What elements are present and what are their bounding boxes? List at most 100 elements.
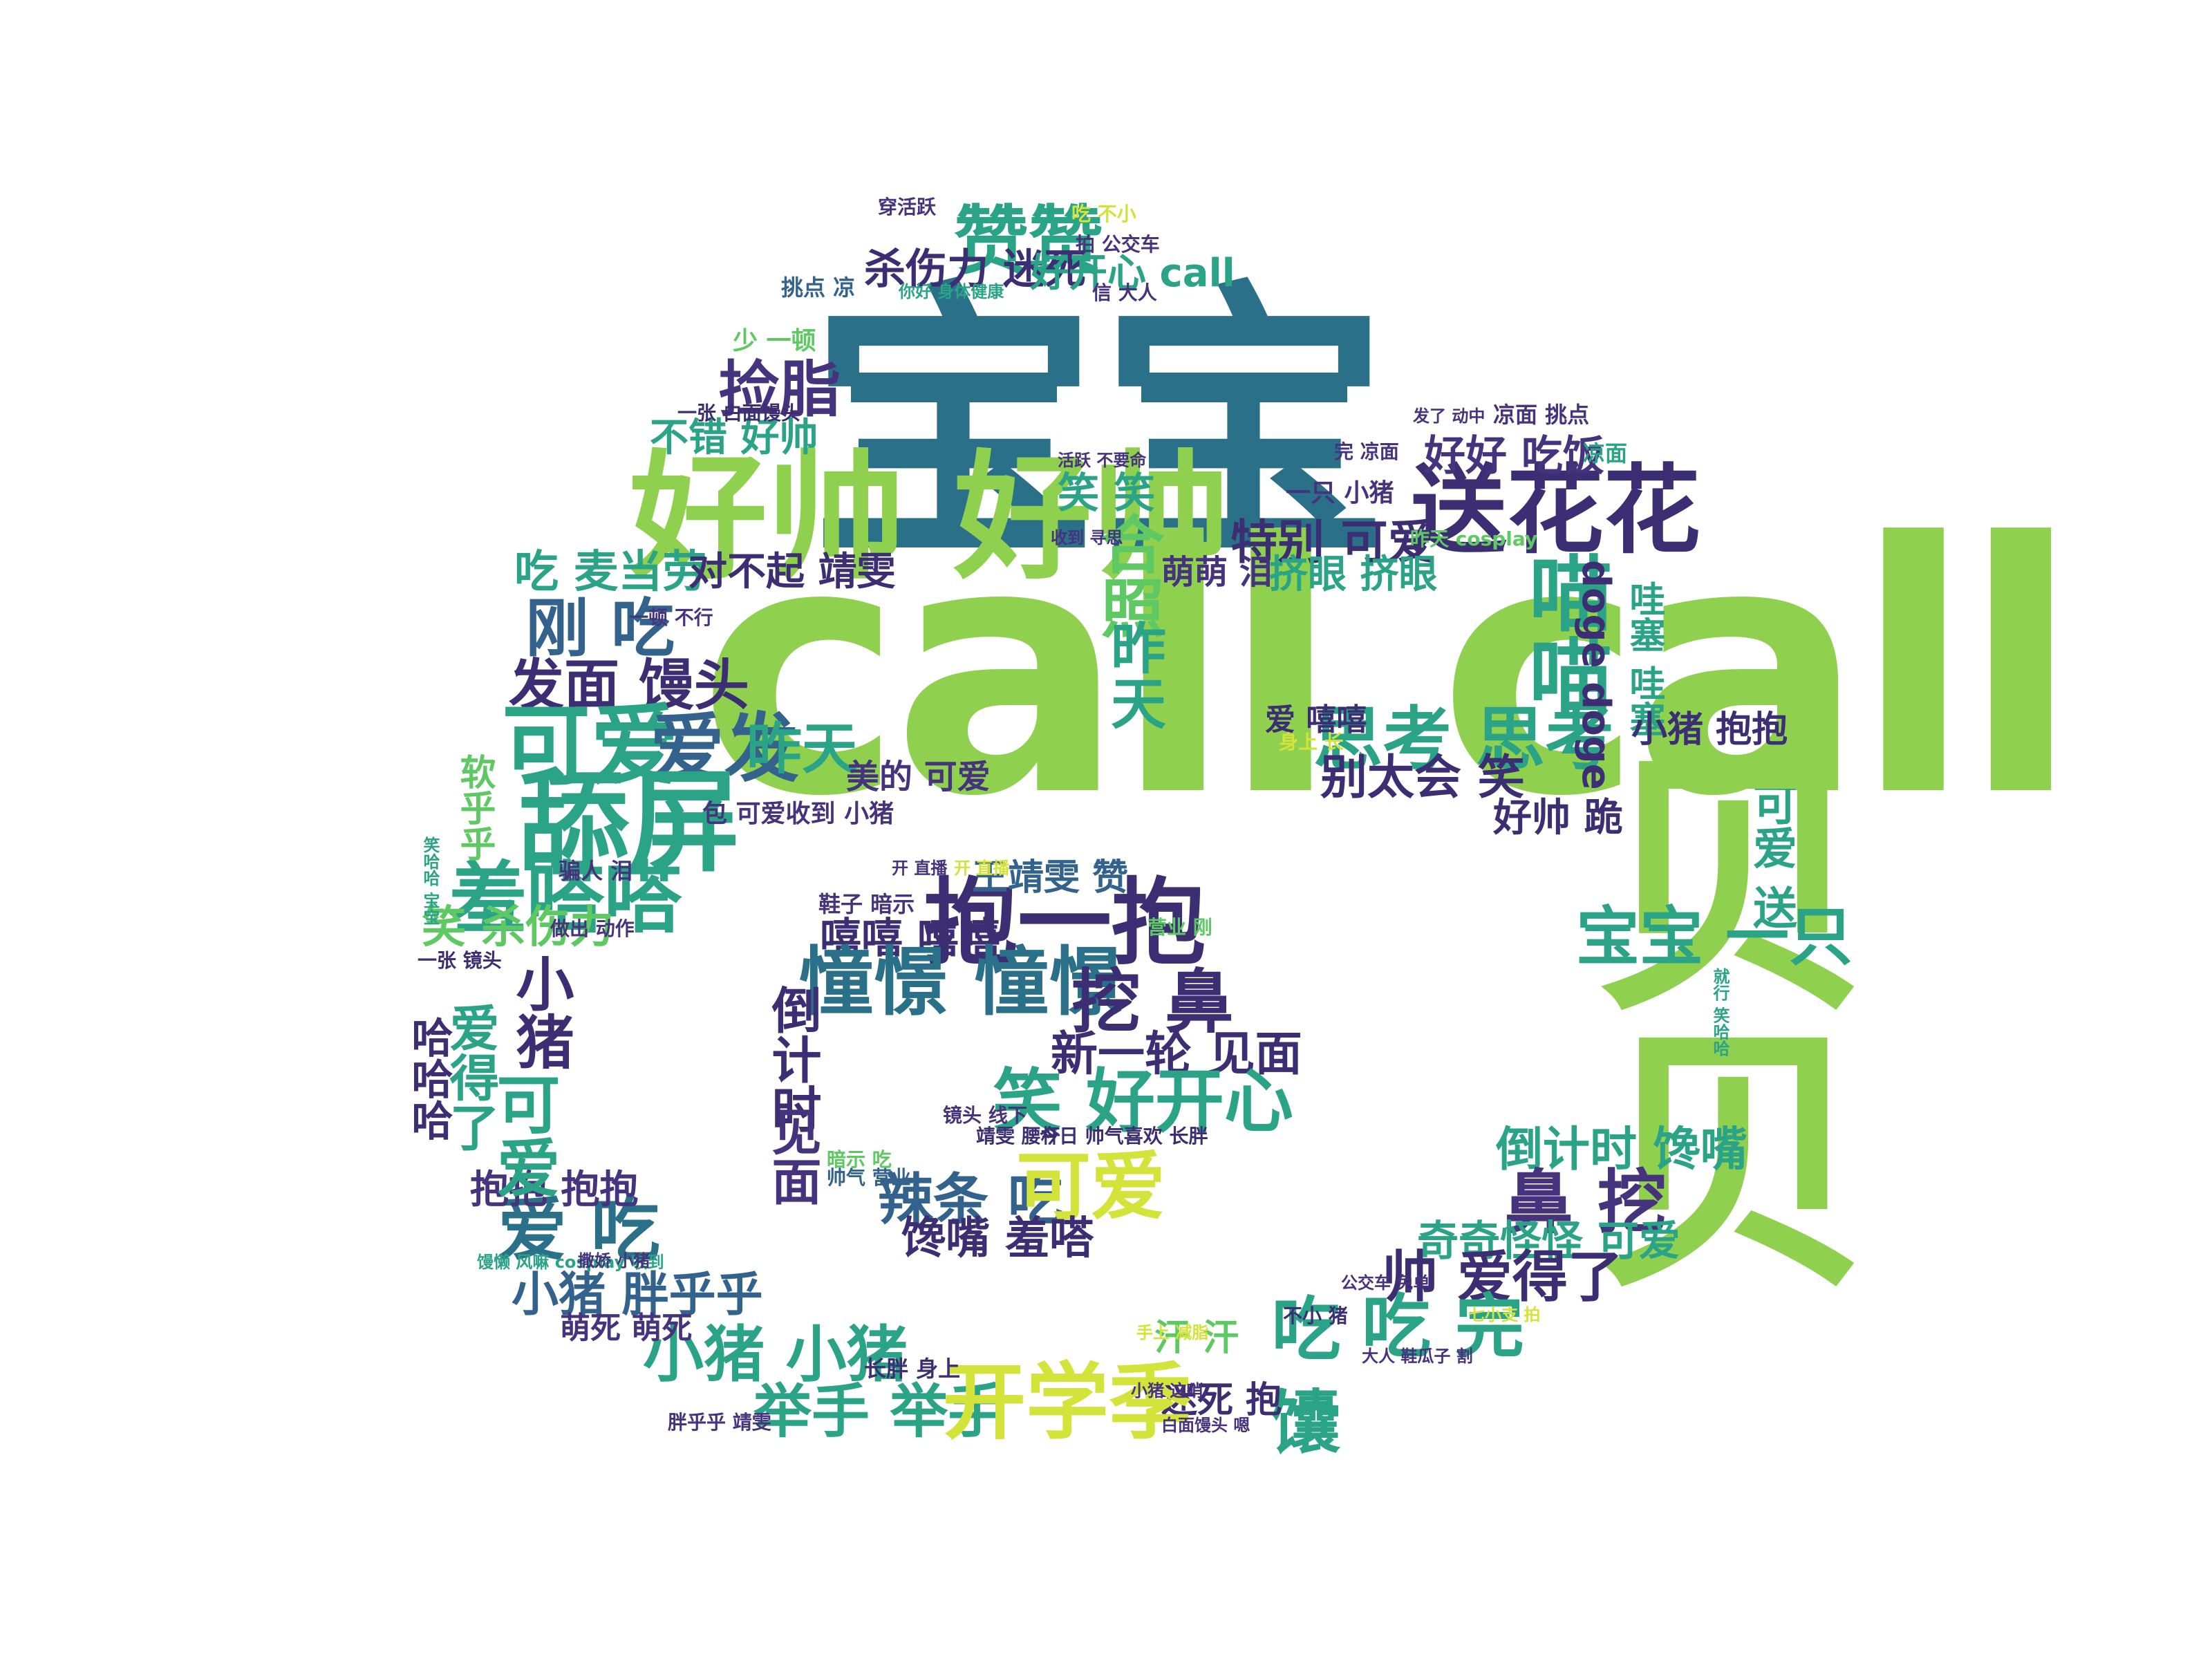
cloud-word: 挑点 凉 (781, 274, 856, 301)
cloud-word: 好好 吃饭 (1424, 432, 1604, 480)
cloud-word: 帅气 营业 (827, 1166, 911, 1189)
cloud-word: 哇塞 哇塞 (1623, 581, 1665, 738)
cloud-word: 笑 好开心 (993, 1061, 1293, 1142)
cloud-word: 发面 馒头 (509, 653, 749, 718)
cloud-word: 爱 嘻嘻 (1265, 702, 1367, 738)
cloud-word: 迷死 抱 (1161, 1380, 1282, 1421)
cloud-word: 少 一顿 (733, 327, 816, 355)
cloud-word: 可爱 (502, 695, 679, 798)
cloud-word: 小猪 (507, 954, 574, 1070)
cloud-word: 营业 刚 (1147, 916, 1212, 939)
cloud-word: 暗示 吃 (827, 1148, 892, 1171)
cloud-word: 一只 小猪 (1286, 479, 1394, 507)
cloud-word: 挖 鼻 (1071, 962, 1234, 1042)
cloud-word: 好帅 好帅 (629, 438, 1230, 599)
cloud-word: 手上 减脂 (1136, 1323, 1209, 1342)
cloud-word: 杀伤力 迷死 (864, 245, 1086, 294)
cloud-word: 开 直播 (892, 859, 948, 878)
cloud-word: 辣条 吃 (878, 1168, 1063, 1232)
cloud-word: 爱 吃 (498, 1190, 660, 1271)
cloud-word: 胖乎乎 靖雯 (668, 1411, 771, 1434)
cloud-word: 合照 (1090, 512, 1164, 639)
cloud-word: 今日 帅气喜欢 长胖 (1040, 1125, 1208, 1147)
cloud-word: 凉面 (1583, 440, 1628, 467)
cloud-word: 笑 笑 (1058, 469, 1155, 518)
cloud-word: 馒懒 风嘛 cosplay 收到 (477, 1253, 664, 1272)
cloud-word: 昨天 (1102, 619, 1166, 730)
cloud-word: 开 直播 (954, 859, 1010, 878)
cloud-word: 好开心 call (1030, 251, 1235, 296)
cloud-word: 萌萌 泪 (1161, 553, 1273, 592)
cloud-word: 小猪 抱抱 (1631, 709, 1788, 751)
cloud-word: 举手 举手 (753, 1378, 1006, 1445)
cloud-word: 撒娇 小猪 (578, 1251, 650, 1271)
cloud-word: 捡脂 (719, 354, 841, 425)
cloud-word: 昨天 cosplay (1410, 527, 1538, 550)
cloud-word: 白面馒头 嗯 (1161, 1416, 1250, 1435)
cloud-word: 开学季 (943, 1355, 1192, 1451)
cloud-word: 不小 猪 (1283, 1304, 1348, 1327)
cloud-word: 哈哈哈 (404, 1016, 453, 1141)
cloud-word: 可爱 送 (1745, 781, 1797, 930)
cloud-word: 镜头 线下 (943, 1104, 1027, 1127)
cloud-word: 软乎乎 (453, 753, 495, 861)
cloud-word: 小猪 小猪 (643, 1319, 908, 1390)
cloud-word: 憧憬 憧憬 (799, 939, 1124, 1026)
cloud-word: 昨天 (747, 717, 857, 781)
cloud-word: 拍 公交车 (1076, 233, 1160, 256)
cloud-word: 奇奇怪怪 可爱 (1417, 1217, 1680, 1266)
cloud-word: 七小支 拍 (1468, 1305, 1541, 1324)
cloud-word: 特别 可爱 (1230, 516, 1435, 570)
cloud-word: 鼻 挖 (1504, 1162, 1667, 1243)
cloud-word: 一张 镜头 (418, 949, 502, 972)
cloud-word: 馋嘴 羞嗒 (901, 1213, 1094, 1264)
cloud-word: 小猪 胖乎乎 (512, 1268, 763, 1322)
cloud-word: 爱发 (650, 706, 800, 792)
cloud-word: 骗人 泪 (559, 858, 633, 884)
cloud-word: 大人 鞋瓜子 割 (1362, 1347, 1473, 1366)
cloud-word: 嘻嘻 嘻嘻 (820, 915, 1000, 963)
cloud-word: 挤眼 挤眼 (1269, 552, 1438, 597)
cloud-word: 吃 完 (1362, 1286, 1524, 1367)
cloud-word: doge doge (1573, 560, 1618, 790)
cloud-word: 宝宝 (809, 259, 1389, 597)
cloud-word: 就行 笑哈哈 (1710, 968, 1730, 1057)
cloud-word: 吃 馕 (1259, 1293, 1340, 1455)
cloud-word: 小猪 这哨 (1131, 1381, 1203, 1400)
cloud-word: 别太会 笑 (1320, 751, 1525, 805)
cloud-word: 不错 好帅 (650, 415, 818, 460)
cloud-word: 可爱 (1016, 1144, 1166, 1230)
cloud-word: 爱得了 (441, 1002, 499, 1152)
cloud-word: 新一轮 见面 (1051, 1027, 1302, 1082)
cloud-word: 一顿 不行 (629, 606, 713, 629)
cloud-word: 发了 动中 (1413, 406, 1485, 426)
cloud-word: 羞嗒嗒 (449, 854, 682, 944)
cloud-word: 活跃 不要命 (1058, 451, 1147, 470)
cloud-word: 收到 寻思 (1051, 528, 1123, 547)
cloud-word: 抱抱 抱抱 (470, 1168, 639, 1212)
cloud-word: 好帅 跪 (1493, 796, 1623, 841)
cloud-word: 见面 (763, 1106, 821, 1206)
cloud-word: 鞋子 暗示 (818, 891, 915, 917)
cloud-word: 靖雯 腰杆 (976, 1125, 1060, 1147)
cloud-word: 赞赞 (954, 198, 1104, 285)
cloud-word: 舔屏 (518, 758, 740, 887)
cloud-word: 抱一抱 (924, 869, 1206, 978)
cloud-word: 萌死 萌死 (560, 1311, 693, 1346)
cloud-word: 公交车 免单 (1341, 1273, 1430, 1293)
cloud-word: 笑哈哈 宝宝 (420, 836, 440, 926)
cloud-word: 对不起 靖雯 (688, 550, 896, 594)
cloud-word: 凉面 挑点 (1493, 402, 1590, 428)
cloud-word: 一张 白面馒头 (677, 402, 800, 424)
cloud-word: 包 可爱收到 小猪 (702, 800, 894, 828)
cloud-word: 可爱 (486, 1071, 560, 1199)
cloud-word: 送花花 (1410, 455, 1701, 568)
cloud-word: 吃 麦当劳 (514, 547, 707, 598)
cloud-word: 身上 长 (1279, 731, 1344, 753)
cloud-word: 帅 爱得了 (1382, 1245, 1623, 1309)
cloud-word: call call (698, 469, 2080, 872)
cloud-word: 做出 动作 (550, 917, 635, 940)
cloud-word: 倒计时 馋嘴 (1496, 1123, 1747, 1177)
cloud-word: 笑 杀伤力 (422, 902, 615, 953)
